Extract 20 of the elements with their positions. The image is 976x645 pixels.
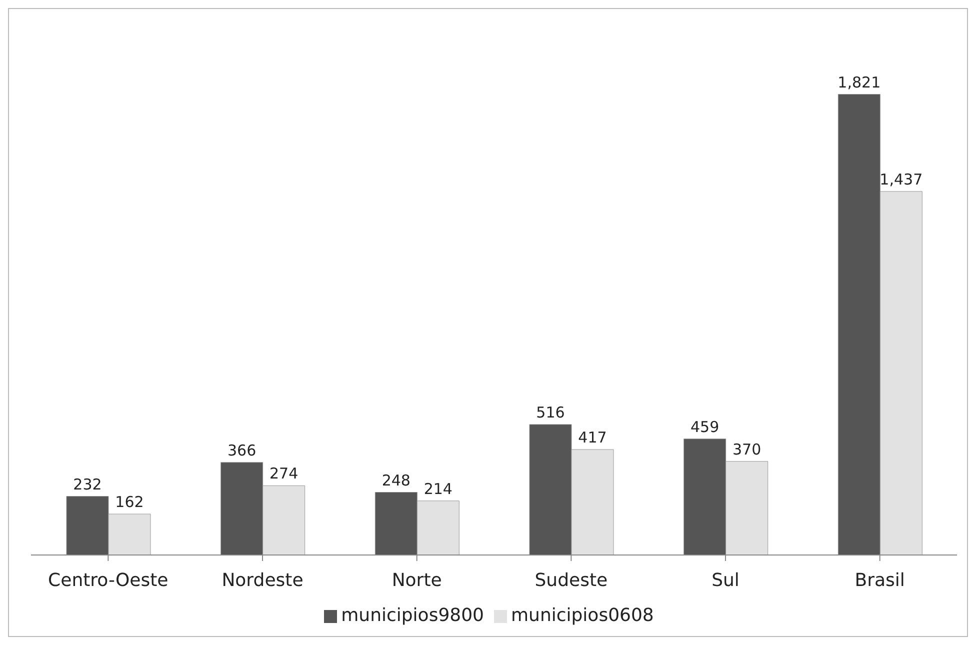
data-label: 274 bbox=[270, 464, 298, 483]
legend-label: municipios9800 bbox=[341, 605, 484, 626]
data-label: 370 bbox=[732, 440, 762, 458]
data-label: 214 bbox=[424, 480, 452, 498]
data-label: 248 bbox=[382, 471, 410, 490]
x-tick-label: Sul bbox=[712, 570, 740, 591]
x-tick-label: Sudeste bbox=[534, 570, 608, 591]
data-label: 417 bbox=[578, 428, 607, 446]
data-label: 459 bbox=[690, 418, 720, 436]
data-label: 516 bbox=[536, 403, 565, 422]
data-label: 1,437 bbox=[880, 170, 923, 188]
legend-label: municipios0608 bbox=[511, 605, 654, 626]
data-label: 162 bbox=[115, 493, 144, 512]
data-label: 232 bbox=[73, 475, 102, 494]
x-tick-label: Brasil bbox=[854, 570, 905, 591]
x-tick-label: Norte bbox=[392, 570, 442, 591]
data-label: 1,821 bbox=[838, 73, 881, 92]
data-label: 366 bbox=[228, 441, 256, 460]
x-tick-label: Nordeste bbox=[222, 570, 304, 591]
x-tick-label: Centro-Oeste bbox=[48, 570, 168, 591]
